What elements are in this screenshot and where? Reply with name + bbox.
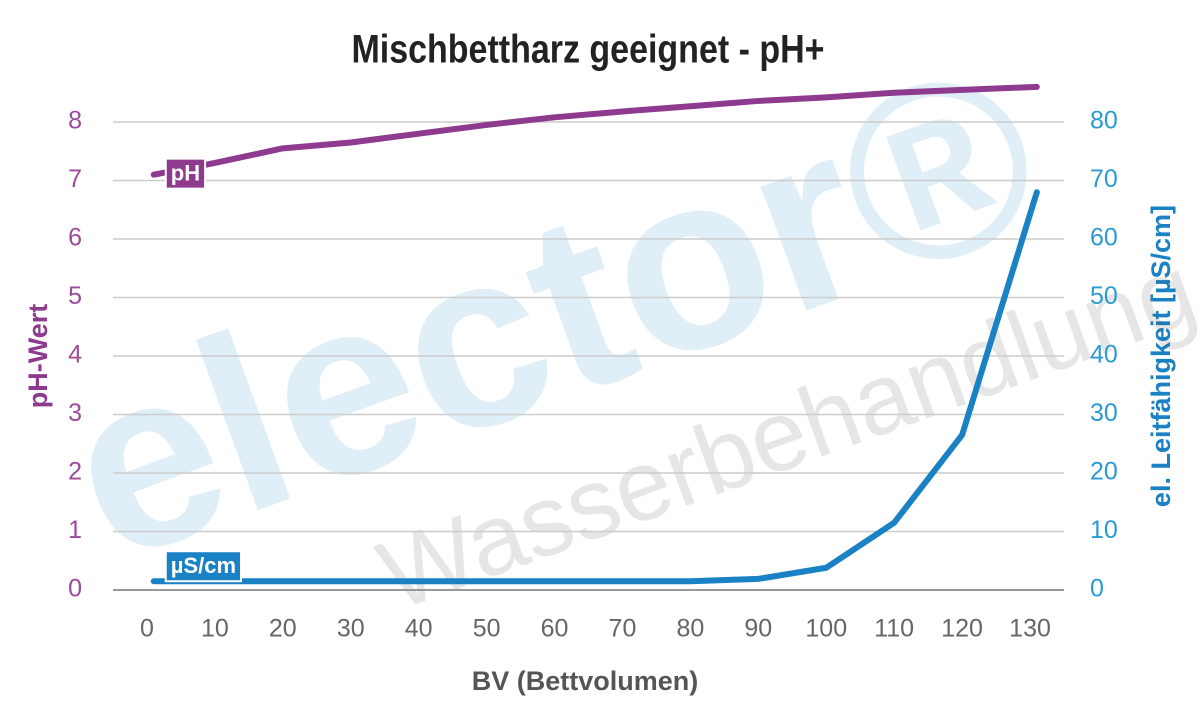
x-tick-label: 100 — [805, 615, 847, 643]
x-tick-label: 120 — [941, 615, 983, 643]
x-tick-label: 50 — [473, 615, 501, 643]
legend-badge-box — [164, 550, 243, 583]
legend-label: pH — [171, 160, 200, 185]
legend-badge: µS/cm — [164, 550, 243, 583]
y-tick-label: 8 — [68, 107, 82, 135]
y2-tick-label: 40 — [1090, 341, 1118, 369]
y-tick-label: 4 — [68, 341, 82, 369]
y2-tick-label: 20 — [1090, 458, 1118, 486]
legend-badge-box — [164, 157, 207, 190]
legend-badge: pH — [164, 157, 207, 190]
y2-axis-label: el. Leitfähigkeit [µS/cm] — [1146, 205, 1176, 507]
y-tick-label: 2 — [68, 458, 82, 486]
watermark: elector®Wasserbehandlung — [34, 8, 1200, 632]
y2-tick-label: 10 — [1090, 516, 1118, 544]
x-tick-label: 130 — [1009, 615, 1051, 643]
y-tick-label: 1 — [68, 516, 82, 544]
x-axis-label: BV (Bettvolumen) — [472, 666, 699, 696]
y2-tick-label: 70 — [1090, 165, 1118, 193]
chart-title: Mischbettharz geeignet - pH+ — [351, 26, 824, 71]
y-tick-label: 3 — [68, 399, 82, 427]
y2-tick-label: 60 — [1090, 224, 1118, 252]
x-tick-label: 0 — [140, 615, 154, 643]
y-tick-label: 0 — [68, 575, 82, 603]
x-tick-label: 70 — [609, 615, 637, 643]
x-tick-label: 60 — [541, 615, 569, 643]
y-axis-label: pH-Wert — [23, 304, 53, 409]
y-tick-label: 7 — [68, 165, 82, 193]
y2-tick-label: 80 — [1090, 107, 1118, 135]
x-tick-label: 110 — [874, 615, 914, 643]
x-tick-label: 80 — [676, 615, 704, 643]
x-tick-label: 20 — [269, 615, 297, 643]
y2-tick-label: 50 — [1090, 282, 1118, 310]
x-tick-label: 30 — [337, 615, 365, 643]
series-line — [150, 189, 1040, 585]
x-tick-label: 10 — [201, 615, 229, 643]
y2-tick-label: 0 — [1090, 575, 1104, 603]
y2-tick-label: 30 — [1090, 399, 1118, 427]
y-tick-label: 6 — [68, 224, 82, 252]
y-tick-label: 5 — [68, 282, 82, 310]
series-line — [150, 83, 1040, 178]
x-tick-label: 40 — [405, 615, 433, 643]
legend-label: µS/cm — [171, 553, 236, 578]
x-tick-label: 90 — [744, 615, 772, 643]
